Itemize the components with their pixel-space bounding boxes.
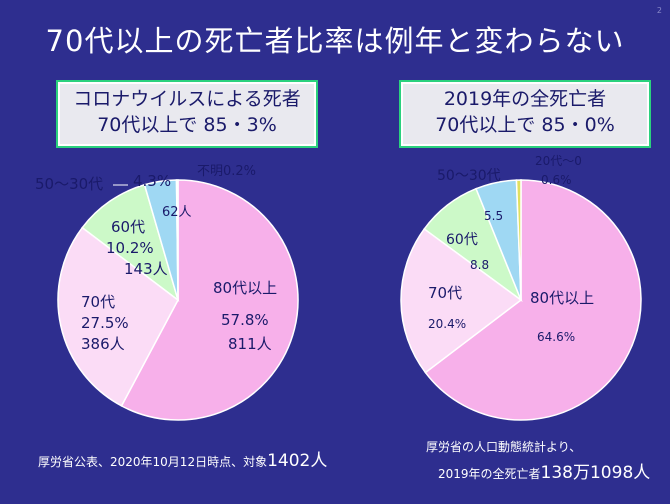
pie-slice-covid-70s [57, 226, 179, 407]
slice-label-count-70s: 386人 [81, 335, 125, 353]
slice-label-pct-60s: 10.2% [106, 239, 154, 257]
right-summary-box: 2019年の全死亡者 70代以上で 85・0% [399, 80, 651, 148]
slice-label-count-80s: 811人 [228, 335, 272, 353]
pie-slice-2019-70s [400, 227, 523, 374]
slice-label-name-80s: 80代以上 [213, 279, 277, 297]
page-number: 2 [656, 6, 662, 15]
left-source-note: 厚労省公表、2020年10月12日時点、対象1402人 [38, 446, 327, 471]
pie-slice-covid-60s [81, 183, 180, 302]
slice-label-unknown: 不明0.2% [197, 164, 256, 179]
left-summary-heading: コロナウイルスによる死者 [73, 88, 301, 110]
slice-label-pct-20-0s-2019: 0.6% [541, 173, 572, 187]
slice-label-pct-60s-2019: 8.8 [470, 258, 489, 272]
pie-chart-2019-labels: 80代以上 64.6% 70代 20.4% 60代 8.8 50〜30代 5.5… [428, 154, 594, 344]
left-source-count: 1402人 [267, 451, 328, 471]
slice-label-name-80s-2019: 80代以上 [530, 289, 594, 307]
page-title: 70代以上の死亡者比率は例年と変わらない [45, 24, 625, 58]
right-source-note-line1: 厚労省の人口動態統計より、 [426, 440, 582, 454]
right-summary-heading: 2019年の全死亡者 [443, 88, 607, 110]
slice-label-name-70s: 70代 [81, 293, 115, 311]
slice-label-name-50-30s-2019: 50〜30代 [437, 168, 501, 184]
slice-label-pct-50-30s: 4.3% [133, 172, 171, 190]
left-summary-box: コロナウイルスによる死者 70代以上で 85・3% [56, 80, 318, 148]
slice-label-name-70s-2019: 70代 [428, 284, 462, 302]
slice-label-name-20-0s-2019: 20代〜0 [535, 154, 582, 168]
pie-chart-covid-labels: 80代以上 57.8% 811人 70代 27.5% 386人 60代 10.2… [35, 164, 277, 353]
pie-chart-covid [57, 179, 299, 421]
slice-label-count-60s: 143人 [124, 260, 168, 278]
slice-label-name-60s-2019: 60代 [446, 232, 478, 248]
pie-slice-2019-minor [515, 179, 522, 301]
right-source-note-line2: 2019年の全死亡者138万1098人 [438, 458, 650, 483]
slice-label-name-50-30s: 50〜30代 [35, 175, 103, 193]
pie-chart-2019 [400, 179, 642, 421]
left-summary-value: 70代以上で 85・3% [97, 114, 277, 136]
pie-slice-covid-80s [120, 179, 299, 421]
slice-label-count-50-30s: 62人 [162, 205, 192, 220]
slice-label-pct-50-30s-2019: 5.5 [484, 209, 503, 223]
left-source-text: 厚労省公表、2020年10月12日時点、対象 [38, 455, 268, 469]
pie-slice-2019-80s [424, 179, 642, 421]
right-summary-value: 70代以上で 85・0% [435, 114, 615, 136]
slice-label-name-60s: 60代 [111, 218, 145, 236]
slice-label-pct-70s: 27.5% [81, 314, 129, 332]
slice-label-pct-80s-2019: 64.6% [537, 330, 575, 344]
slice-label-pct-70s-2019: 20.4% [428, 317, 466, 331]
right-source-count: 138万1098人 [540, 463, 651, 483]
pie-slice-covid-minor [175, 179, 179, 301]
right-source-text: 2019年の全死亡者 [438, 467, 541, 481]
slice-label-pct-80s: 57.8% [221, 311, 269, 329]
